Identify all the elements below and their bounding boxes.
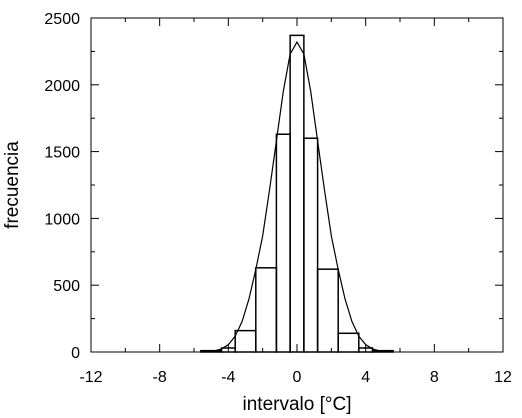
x-tick-label: 12 [494,369,512,386]
x-tick-label: 8 [430,369,439,386]
histogram-bar [234,329,257,353]
y-tick-label: 2000 [44,78,80,95]
y-tick-label: 1000 [44,211,80,228]
x-tick-label: -12 [79,369,102,386]
plot-frame [90,17,504,353]
x-tick-labels: -12 -8 -4 0 4 8 12 [79,369,512,386]
y-tick-label: 0 [71,345,80,362]
histogram-bar [289,34,305,353]
x-axis-label: intervalo [°C] [243,394,352,415]
histogram-bar [255,267,278,353]
x-tick-label: -8 [153,369,167,386]
axis-ticks [90,17,504,353]
y-tick-label: 1500 [44,145,80,162]
x-tick-label: 4 [361,369,370,386]
histogram-bar [275,133,291,353]
x-tick-label: -4 [221,369,235,386]
y-tick-labels: 0 500 1000 1500 2000 2500 [44,11,80,362]
gaussian-fit-curve [200,40,394,353]
histogram-bar [303,137,319,353]
histogram-bars [200,34,394,353]
histogram-bar [337,332,360,353]
x-tick-label: 0 [293,369,302,386]
y-tick-label: 2500 [44,11,80,28]
y-tick-label: 500 [53,278,80,295]
y-axis-label: frecuencia [2,141,23,229]
histogram-bar [316,268,339,353]
